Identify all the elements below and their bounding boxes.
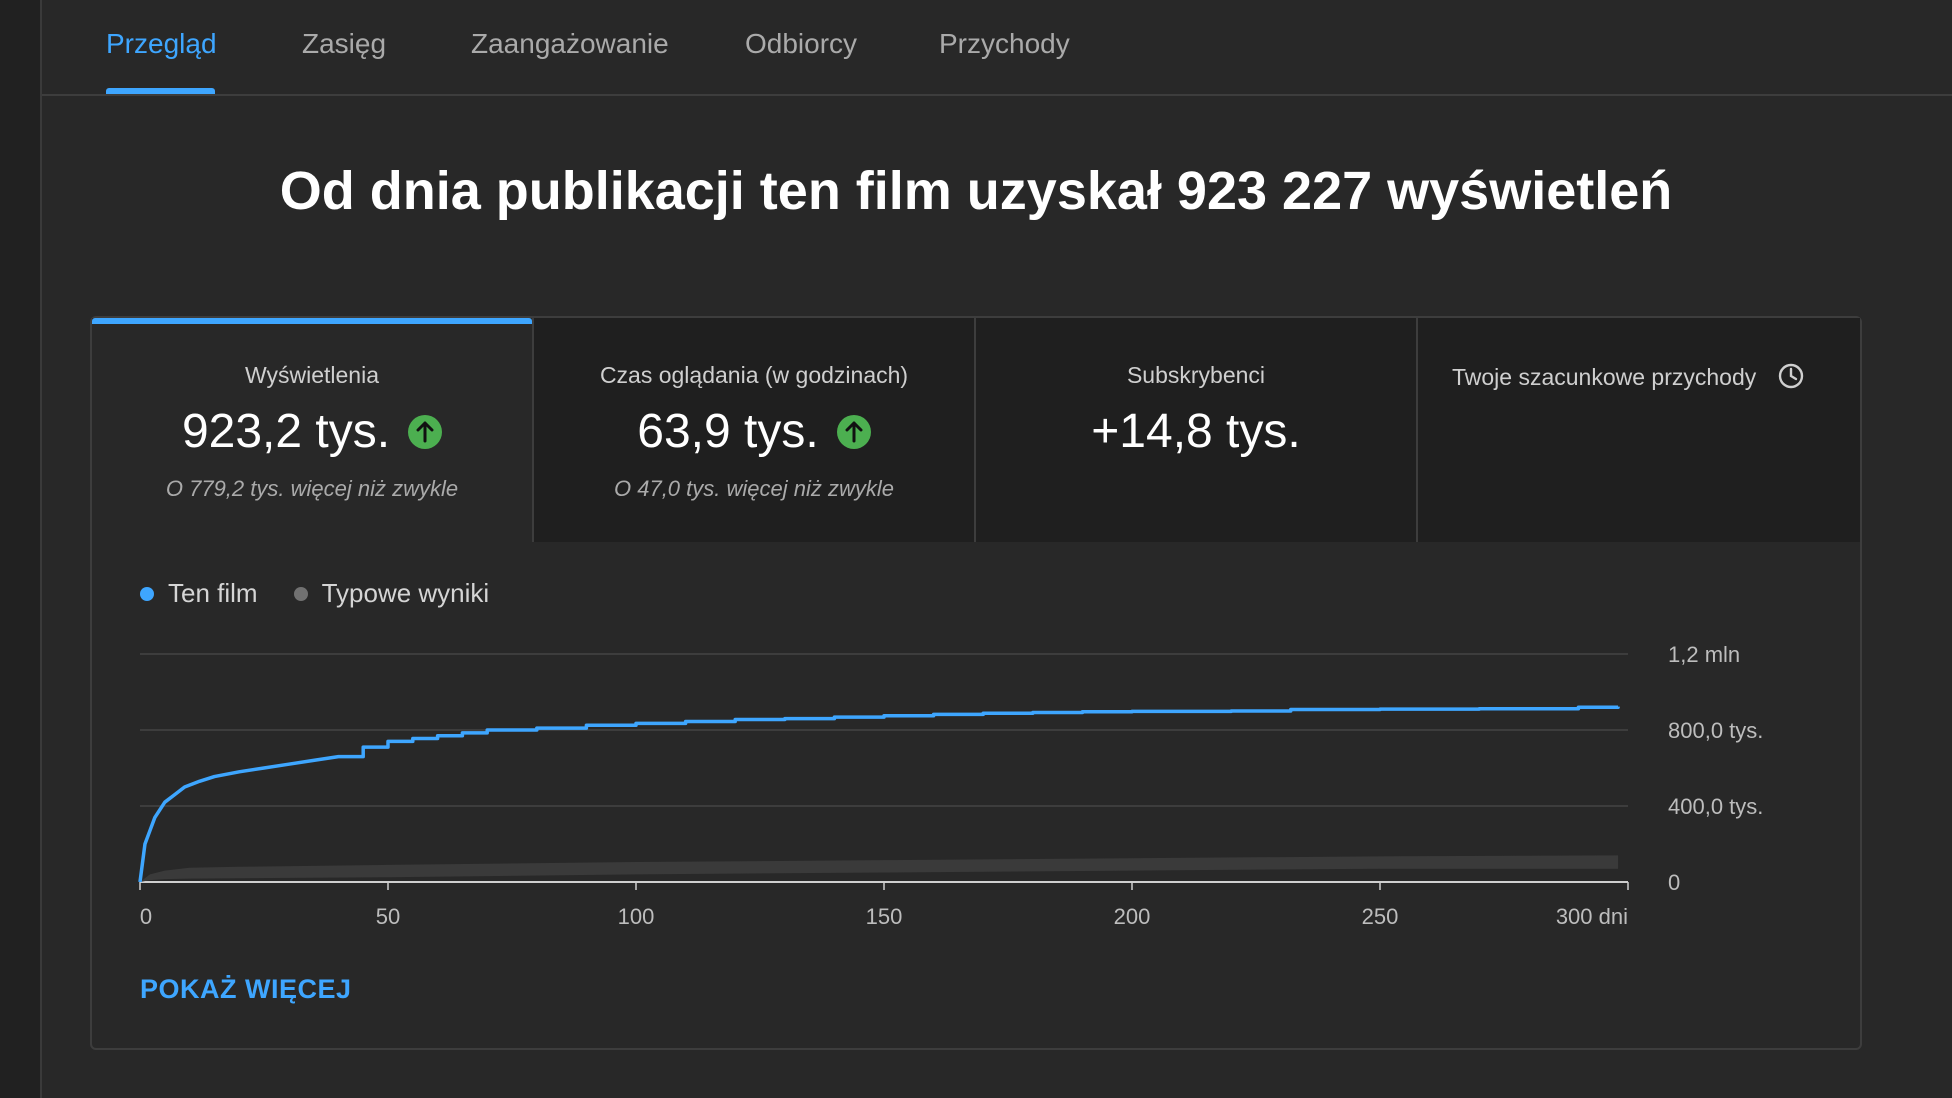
tab-zasieg[interactable]: Zasięg (302, 28, 387, 59)
y-tick-label: 800,0 tys. (1668, 718, 1763, 743)
metric-value: 63,9 tys. (637, 405, 819, 458)
metric-label: Wyświetlenia (244, 362, 379, 388)
x-tick-label: 100 (618, 904, 655, 929)
y-tick-label: 0 (1668, 870, 1680, 895)
metric-value: 923,2 tys. (181, 405, 391, 458)
tab-przychody[interactable]: Przychody (939, 28, 1070, 59)
tab-przeglad[interactable]: Przegląd (106, 28, 217, 59)
tab-bar: Przegląd Zasięg Zaangażowanie Odbiorcy P… (42, 0, 1952, 96)
metric-watch-time[interactable]: Czas oglądania (w godzinach) 63,9 tys. O… (534, 318, 976, 542)
y-tick-label: 400,0 tys. (1668, 794, 1763, 819)
metric-label: Czas oglądania (w godzinach) (599, 362, 909, 388)
metric-tabs: Wyświetlenia 923,2 tys. O 779,2 tys. wię… (92, 318, 1860, 542)
y-tick-label: 1,2 mln (1668, 642, 1740, 667)
active-tab-indicator (106, 88, 215, 94)
legend-dot (140, 586, 154, 601)
metric-value: +14,8 tys. (1091, 405, 1301, 458)
metric-subscribers[interactable]: Subskrybenci +14,8 tys. (976, 318, 1418, 542)
arrow-up-icon (408, 414, 443, 449)
legend-label: Typowe wyniki (321, 578, 490, 608)
x-tick-label: 300 dni (1556, 904, 1628, 929)
x-tick-label: 150 (866, 904, 903, 929)
metric-value-row: 923,2 tys. (92, 404, 532, 459)
legend-label: Ten film (168, 578, 258, 608)
this-video-line (138, 705, 1620, 883)
page-title: Od dnia publikacji ten film uzyskał 923 … (279, 161, 1673, 221)
analytics-card: Wyświetlenia 923,2 tys. O 779,2 tys. wię… (90, 316, 1862, 1050)
x-tick-label: 50 (376, 904, 400, 929)
arrow-up-icon (836, 414, 871, 449)
metric-label: Subskrybenci (1126, 362, 1266, 388)
metric-value-row: +14,8 tys. (976, 404, 1416, 459)
x-tick-label: 200 (1114, 904, 1151, 929)
metric-note: O 47,0 tys. więcej niż zwykle (614, 476, 894, 501)
tab-zaangazowanie[interactable]: Zaangażowanie (471, 28, 669, 59)
metric-views[interactable]: Wyświetlenia 923,2 tys. O 779,2 tys. wię… (92, 318, 534, 542)
legend-item-this-video[interactable]: Ten film (140, 578, 258, 609)
metric-label: Twoje szacunkowe przychody (1452, 364, 1757, 391)
left-rail (0, 0, 42, 1098)
chart-legend: Ten film Typowe wyniki (140, 578, 489, 609)
clock-icon (1777, 362, 1805, 396)
metric-label-row: Twoje szacunkowe przychody (1418, 362, 1860, 396)
metric-note: O 779,2 tys. więcej niż zwykle (165, 476, 459, 501)
tab-odbiorcy[interactable]: Odbiorcy (745, 28, 858, 59)
legend-item-typical[interactable]: Typowe wyniki (293, 578, 490, 609)
views-chart: 0 400,0 tys. 800,0 tys. 1,2 mln 0 50 100 150 200… (138, 642, 1763, 929)
x-tick-label: 250 (1362, 904, 1399, 929)
metric-value-row: 63,9 tys. (534, 404, 974, 459)
typical-range-area (140, 855, 1619, 882)
show-more-link[interactable]: POKAŻ WIĘCEJ (140, 974, 352, 1004)
legend-dot (293, 586, 308, 601)
metric-revenue[interactable]: Twoje szacunkowe przychody (1418, 318, 1860, 542)
x-tick-label: 0 (140, 904, 152, 929)
